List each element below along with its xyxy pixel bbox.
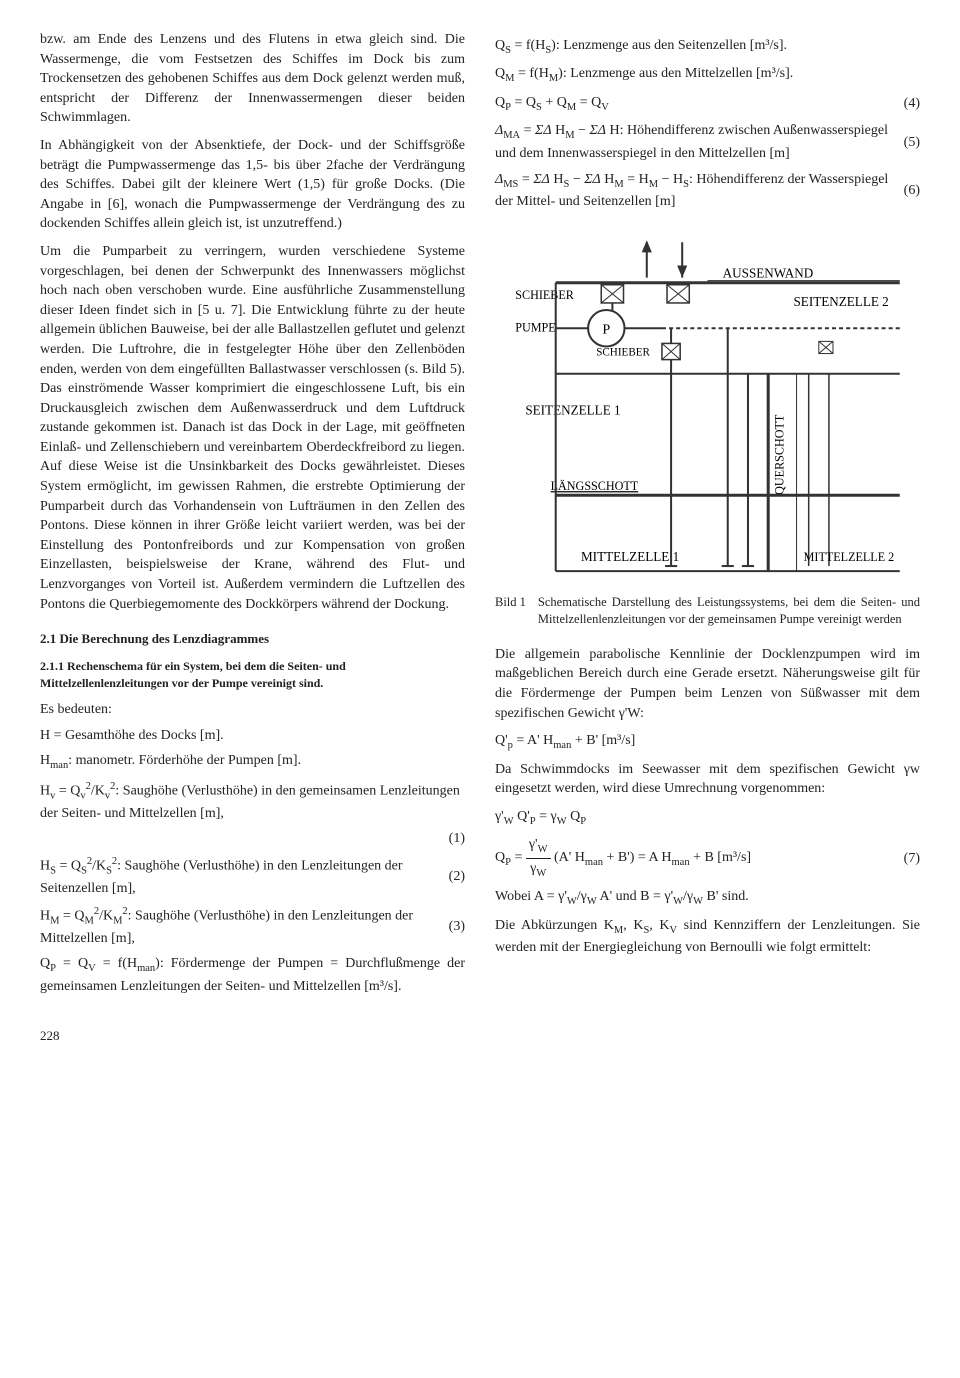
definition-Hman: Hman: manometr. Förderhöhe der Pumpen [m… (40, 751, 465, 773)
label-querschott: QUERSCHOTT (772, 414, 786, 495)
definition-H: H = Gesamthöhe des Docks [m]. (40, 726, 465, 746)
label-seitenzelle2: SEITENZELLE 2 (794, 294, 889, 309)
definition-Hm: HM = QM2/KM2: Saughöhe (Verlusthöhe) in … (40, 905, 465, 949)
paragraph-AB: Wobei A = γ'W/γW A' und B = γ'W/γW B' si… (495, 887, 920, 909)
section-heading-2-1: 2.1 Die Berechnung des Lenzdiagrammes (40, 630, 465, 648)
page-number: 228 (40, 1027, 920, 1045)
label-mittelzelle2: MITTELZELLE 2 (804, 550, 895, 564)
paragraph: Die Abkürzungen KM, KS, KV sind Kennziff… (495, 916, 920, 958)
paragraph: Da Schwimmdocks im Seewasser mit dem spe… (495, 760, 920, 799)
definition-DeltaMS: ΔMS = ΣΔ HS − ΣΔ HM = HM − HS: Höhendiff… (495, 170, 920, 212)
caption-label: Bild 1 (495, 594, 526, 629)
paragraph: bzw. am Ende des Lenzens und des Flutens… (40, 30, 465, 128)
label-p: P (602, 321, 610, 337)
label-seitenzelle1: SEITENZELLE 1 (525, 402, 620, 417)
label-laengsschott: LÄNGSSCHOTT (551, 479, 639, 493)
caption-text: Schematische Darstellung des Leistungssy… (538, 594, 920, 629)
paragraph: In Abhängigkeit von der Absenktiefe, der… (40, 136, 465, 234)
definition-Qp: QP = QV = f(Hman): Fördermenge der Pumpe… (40, 954, 465, 996)
definitions-intro: Es bedeuten: (40, 700, 465, 720)
left-column: bzw. am Ende des Lenzens und des Flutens… (40, 30, 465, 1003)
definition-Hv: Hv = Qv2/Kv2: Saughöhe (Verlusthöhe) in … (40, 780, 465, 824)
section-heading-2-1-1: 2.1.1 Rechenschema für ein System, bei d… (40, 658, 465, 692)
label-schieber2: SCHIEBER (596, 346, 650, 358)
equation-Qprime: Q'p = A' Hman + B' [m³/s] (495, 731, 920, 753)
diagram-svg: AUSSENWAND SCHIEBER SEITENZELLE 2 P PUMP… (495, 222, 920, 586)
two-column-layout: bzw. am Ende des Lenzens und des Flutens… (40, 30, 920, 1003)
definition-Qs: QS = f(HS): Lenzmenge aus den Seitenzell… (495, 36, 920, 58)
definition-DeltaMA: ΔMA = ΣΔ HM − ΣΔ H: Höhendifferenz zwisc… (495, 121, 920, 163)
right-column: QS = f(HS): Lenzmenge aus den Seitenzell… (495, 30, 920, 1003)
equation-7: QP = γ'WγW (A' Hman + B') = A Hman + B [… (495, 835, 920, 881)
definition-Hs: HS = QS2/KS2: Saughöhe (Verlusthöhe) in … (40, 855, 465, 899)
figure-bild-1: AUSSENWAND SCHIEBER SEITENZELLE 2 P PUMP… (495, 222, 920, 586)
label-mittelzelle1: MITTELZELLE 1 (581, 549, 679, 564)
paragraph: Die allgemein parabolische Kennlinie der… (495, 645, 920, 723)
paragraph: Um die Pumparbeit zu verringern, wurden … (40, 242, 465, 614)
equation-4: QP = QS + QM = QV (4) (495, 93, 920, 115)
definition-Qm: QM = f(HM): Lenzmenge aus den Mittelzell… (495, 64, 920, 86)
figure-caption: Bild 1 Schematische Darstellung des Leis… (495, 594, 920, 629)
equation-7a: γ'W Q'P = γW QP (495, 807, 920, 829)
label-schieber: SCHIEBER (515, 288, 575, 302)
label-aussenwand: AUSSENWAND (723, 265, 814, 280)
label-pumpe: PUMPE (515, 320, 555, 334)
equation-number-1: (1) (40, 829, 465, 849)
